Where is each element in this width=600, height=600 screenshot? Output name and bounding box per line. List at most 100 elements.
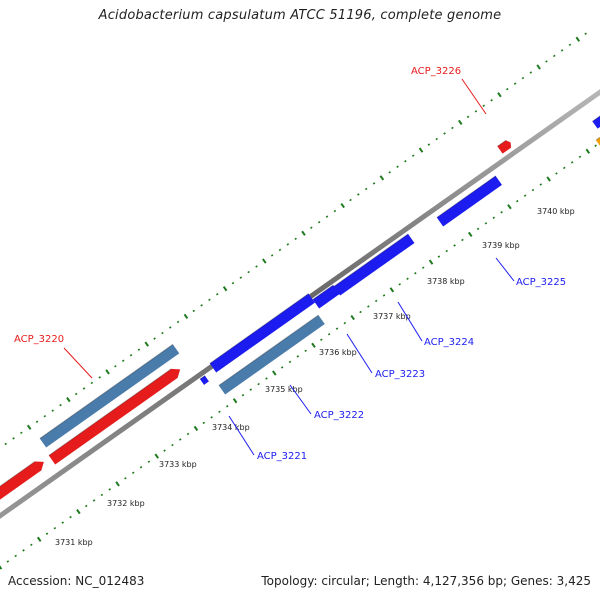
gene-label: ACP_3222 [314,410,364,421]
label-layer: 3731 kbp 3732 kbp 3733 kbp 3734 kbp 3735 kbp… [14,66,575,547]
minor-tick [226,405,229,408]
minor-tick [4,442,7,446]
minor-tick [437,255,441,258]
minor-tick [388,171,391,174]
minor-tick [594,144,597,147]
minor-tick [200,304,203,307]
minor-tick [563,166,566,170]
minor-tick [560,49,564,52]
gene-leader-line [461,78,487,115]
minor-tick [82,387,86,390]
major-tick [115,481,120,487]
minor-tick [53,526,57,530]
minor-tick [427,143,431,146]
minor-tick [515,199,519,203]
minor-tick [570,161,574,164]
minor-tick [278,248,282,252]
minor-tick [435,137,439,141]
minor-tick [153,337,156,340]
feature-acp3226 [497,139,512,154]
major-tick [26,424,32,430]
minor-tick [186,432,190,436]
feature-forward-left [0,460,44,500]
minor-tick [545,60,548,63]
gene-label: ACP_3221 [257,451,307,462]
minor-tick [396,165,399,168]
tick-label: 3737 kbp [373,312,411,321]
minor-tick [523,194,527,197]
major-tick [222,286,228,292]
major-tick [507,204,512,210]
minor-tick [12,437,15,440]
minor-tick [43,414,47,418]
minor-tick [45,532,49,535]
major-tick [389,287,395,293]
minor-tick [539,183,543,186]
minor-tick [421,266,425,269]
minor-tick [382,294,386,297]
minor-tick [218,410,221,414]
minor-tick [121,359,125,362]
minor-tick [505,87,509,91]
minor-tick [529,71,533,74]
minor-tick [202,421,206,425]
minor-tick [137,348,141,351]
minor-tick [327,332,331,336]
major-tick [575,36,581,42]
major-tick [546,176,551,182]
minor-tick [492,216,496,220]
minor-tick [404,159,407,163]
minor-tick [131,471,135,474]
major-tick [76,508,81,515]
major-tick [585,148,591,154]
minor-tick [294,237,297,241]
minor-tick [6,560,10,563]
major-tick [0,565,3,570]
minor-tick [490,99,493,102]
minor-tick [317,220,321,224]
minor-tick [335,327,339,330]
gene-leader-line [397,301,423,342]
minor-tick [255,265,258,268]
minor-tick [100,493,104,497]
major-tick [105,369,110,375]
tick-label: 3731 kbp [55,538,93,547]
minor-tick [359,310,362,314]
feature-acp3220-rna [39,343,180,448]
feature-acp3223 [312,284,340,309]
major-tick [183,313,189,320]
minor-tick [257,382,260,386]
minor-tick [474,110,478,113]
major-tick [66,396,71,403]
minor-tick [192,309,196,313]
minor-tick [367,305,370,308]
upper-tick-track [4,32,587,446]
minor-tick [349,198,352,202]
feature-acp3222-rna [218,314,325,395]
minor-tick [310,226,313,229]
minor-tick [320,338,323,341]
gene-leader-line [63,347,93,379]
minor-tick [129,353,133,357]
major-tick [262,258,267,264]
minor-tick [453,244,456,247]
minor-tick [84,504,88,508]
minor-tick [374,299,378,303]
minor-tick [265,377,268,380]
major-tick [536,64,541,70]
gene-leader-line [495,257,515,282]
major-tick [467,231,473,238]
minor-tick [461,238,464,242]
major-tick [350,314,355,321]
minor-tick [92,499,96,502]
minor-tick [411,154,415,157]
minor-tick [364,187,368,191]
minor-tick [333,209,337,213]
minor-tick [59,403,62,407]
minor-tick [98,376,102,379]
minor-tick [288,360,292,364]
gene-label: ACP_3224 [424,337,474,348]
minor-tick [90,381,94,385]
major-tick [457,119,463,126]
